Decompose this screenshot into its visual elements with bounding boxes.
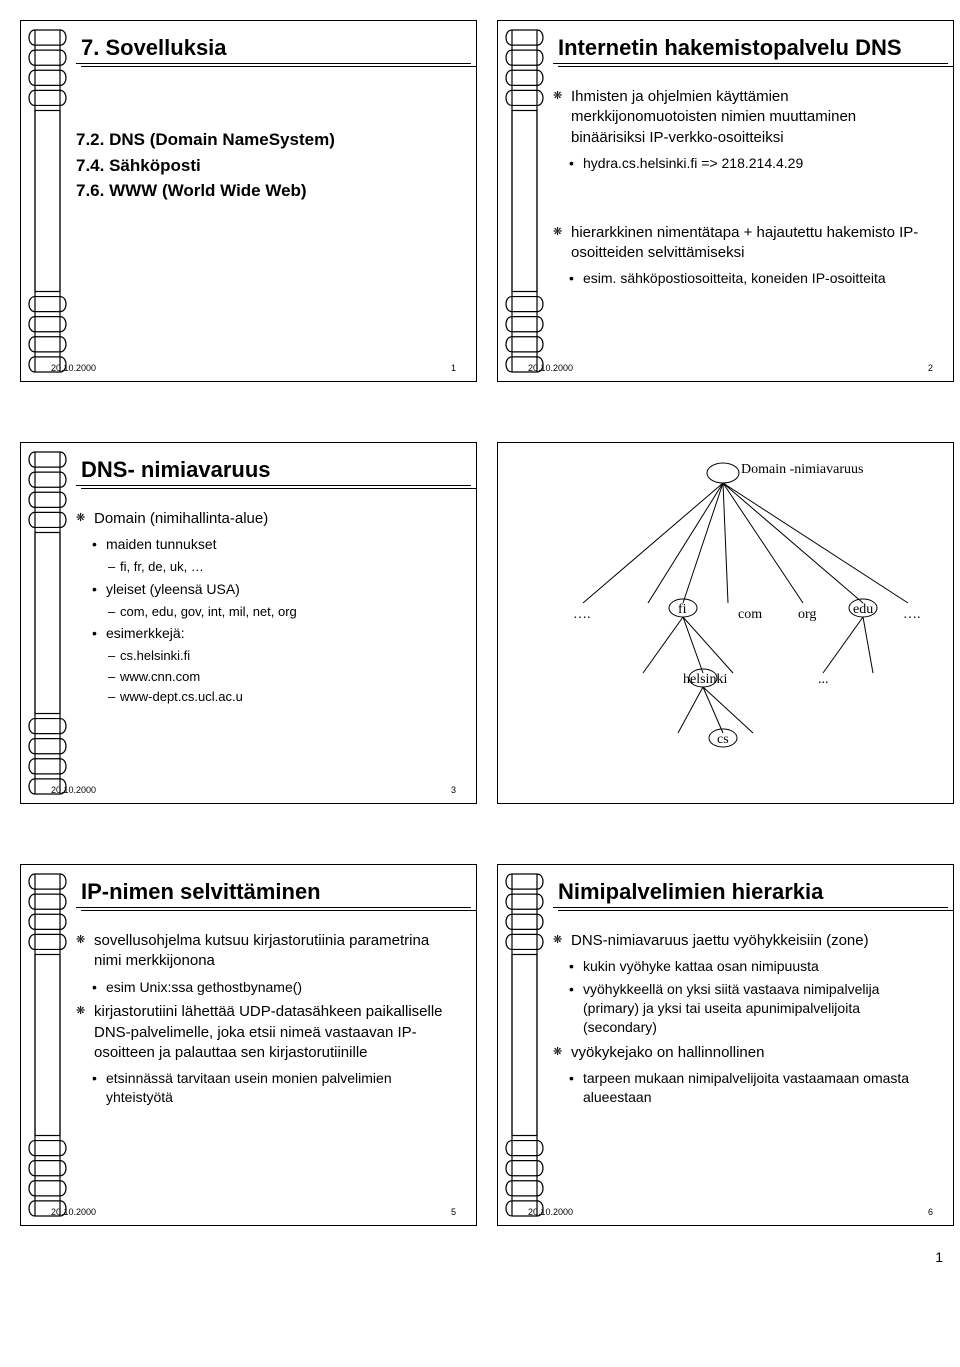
title-shadow [81,910,476,911]
sub-bullet: etsinnässä tarvitaan usein monien palvel… [76,1069,456,1107]
title-underline [76,63,471,64]
slide-date: 20.10.2000 [528,363,573,373]
sub-bullet: esim. sähköpostiosoitteita, koneiden IP-… [553,269,933,288]
title-underline [553,63,948,64]
dash-bullet: fi, fr, de, uk, … [76,558,456,576]
slide-date: 20.10.2000 [51,785,96,795]
title-shadow [558,66,953,67]
tree-node: com [738,607,762,622]
sub-bullet: hydra.cs.helsinki.fi => 218.214.4.29 [553,154,933,173]
sub-bullet: esim Unix:ssa gethostbyname() [76,978,456,997]
slide-body: sovellusohjelma kutsuu kirjastorutiinia … [76,931,476,1107]
dash-bullet: cs.helsinki.fi [76,647,456,665]
page-number: 1 [935,1249,943,1265]
sub-bullet: esimerkkejä: [76,624,456,643]
slide-number: 5 [451,1207,456,1217]
dash-bullet: com, edu, gov, int, mil, net, org [76,603,456,621]
slide-5: IP-nimen selvittäminen sovellusohjelma k… [20,864,477,1226]
slide-date: 20.10.2000 [51,1207,96,1217]
tree-node: org [798,607,816,622]
slide-4-tree: Domain -nimiavaruus …. fi com org edu ….… [497,442,954,804]
bullet: Ihmisten ja ohjelmien käyttämien merkkij… [553,87,933,148]
slide-number: 1 [451,363,456,373]
slide-body: DNS-nimiavaruus jaettu vyöhykkeisiin (zo… [553,931,953,1107]
slide-date: 20.10.2000 [528,1207,573,1217]
slide-footer: 20.10.2000 1 [51,363,456,373]
slide-number: 2 [928,363,933,373]
scroll-decoration [25,447,70,799]
sub-bullet: yleiset (yleensä USA) [76,580,456,599]
title-shadow [558,910,953,911]
bullet: sovellusohjelma kutsuu kirjastorutiinia … [76,931,456,972]
title-underline [553,907,948,908]
sub-bullet: tarpeen mukaan nimipalvelijoita vastaama… [553,1069,933,1107]
slide-grid: 7. Sovelluksia 7.2. DNS (Domain NameSyst… [20,20,940,1226]
tree-node: helsinki [683,672,727,687]
list-item: 7.6. WWW (World Wide Web) [76,178,456,204]
slide-title: Internetin hakemistopalvelu DNS [558,35,953,61]
slide-footer: 20.10.2000 3 [51,785,456,795]
bullet: kirjastorutiini lähettää UDP-datasähkeen… [76,1002,456,1063]
list-item: 7.2. DNS (Domain NameSystem) [76,127,456,153]
tree-node: …. [573,607,591,622]
slide-2: Internetin hakemistopalvelu DNS Ihmisten… [497,20,954,382]
slide-body: Ihmisten ja ohjelmien käyttämien merkkij… [553,87,953,288]
title-underline [76,485,471,486]
slide-footer: 20.10.2000 5 [51,1207,456,1217]
slide-body: 7.2. DNS (Domain NameSystem) 7.4. Sähköp… [76,127,476,204]
slide-footer: 20.10.2000 2 [528,363,933,373]
slide-title: IP-nimen selvittäminen [81,879,476,905]
slide-date: 20.10.2000 [51,363,96,373]
slide-1: 7. Sovelluksia 7.2. DNS (Domain NameSyst… [20,20,477,382]
bullet: DNS-nimiavaruus jaettu vyöhykkeisiin (zo… [553,931,933,951]
title-underline [76,907,471,908]
slide-number: 3 [451,785,456,795]
tree-node: edu [853,602,873,617]
scroll-decoration [25,869,70,1221]
slide-number: 6 [928,1207,933,1217]
slide-title: DNS- nimiavaruus [81,457,476,483]
tree-node: fi [678,602,687,617]
tree-node: cs [717,732,729,747]
tree-root-label: Domain -nimiavaruus [741,462,863,477]
bullet: hierarkkinen nimentätapa + hajautettu ha… [553,223,933,264]
scroll-decoration [502,869,547,1221]
dns-tree-diagram: Domain -nimiavaruus …. fi com org edu ….… [553,453,933,773]
list-item: 7.4. Sähköposti [76,153,456,179]
bullet: vyökykejako on hallinnollinen [553,1043,933,1063]
bullet: Domain (nimihallinta-alue) [76,509,456,529]
slide-3: DNS- nimiavaruus Domain (nimihallinta-al… [20,442,477,804]
slide-body: Domain (nimihallinta-alue) maiden tunnuk… [76,509,476,706]
scroll-decoration [502,25,547,377]
slide-footer: 20.10.2000 6 [528,1207,933,1217]
sub-bullet: kukin vyöhyke kattaa osan nimipuusta [553,957,933,976]
scroll-decoration [25,25,70,377]
slide-title: Nimipalvelimien hierarkia [558,879,953,905]
sub-bullet: vyöhykkeellä on yksi siitä vastaava nimi… [553,980,933,1037]
dash-bullet: www-dept.cs.ucl.ac.u [76,688,456,706]
tree-node: …. [903,607,921,622]
slide-6: Nimipalvelimien hierarkia DNS-nimiavaruu… [497,864,954,1226]
dash-bullet: www.cnn.com [76,668,456,686]
tree-node: ... [818,672,829,687]
sub-bullet: maiden tunnukset [76,535,456,554]
title-shadow [81,66,476,67]
title-shadow [81,488,476,489]
slide-title: 7. Sovelluksia [81,35,476,61]
